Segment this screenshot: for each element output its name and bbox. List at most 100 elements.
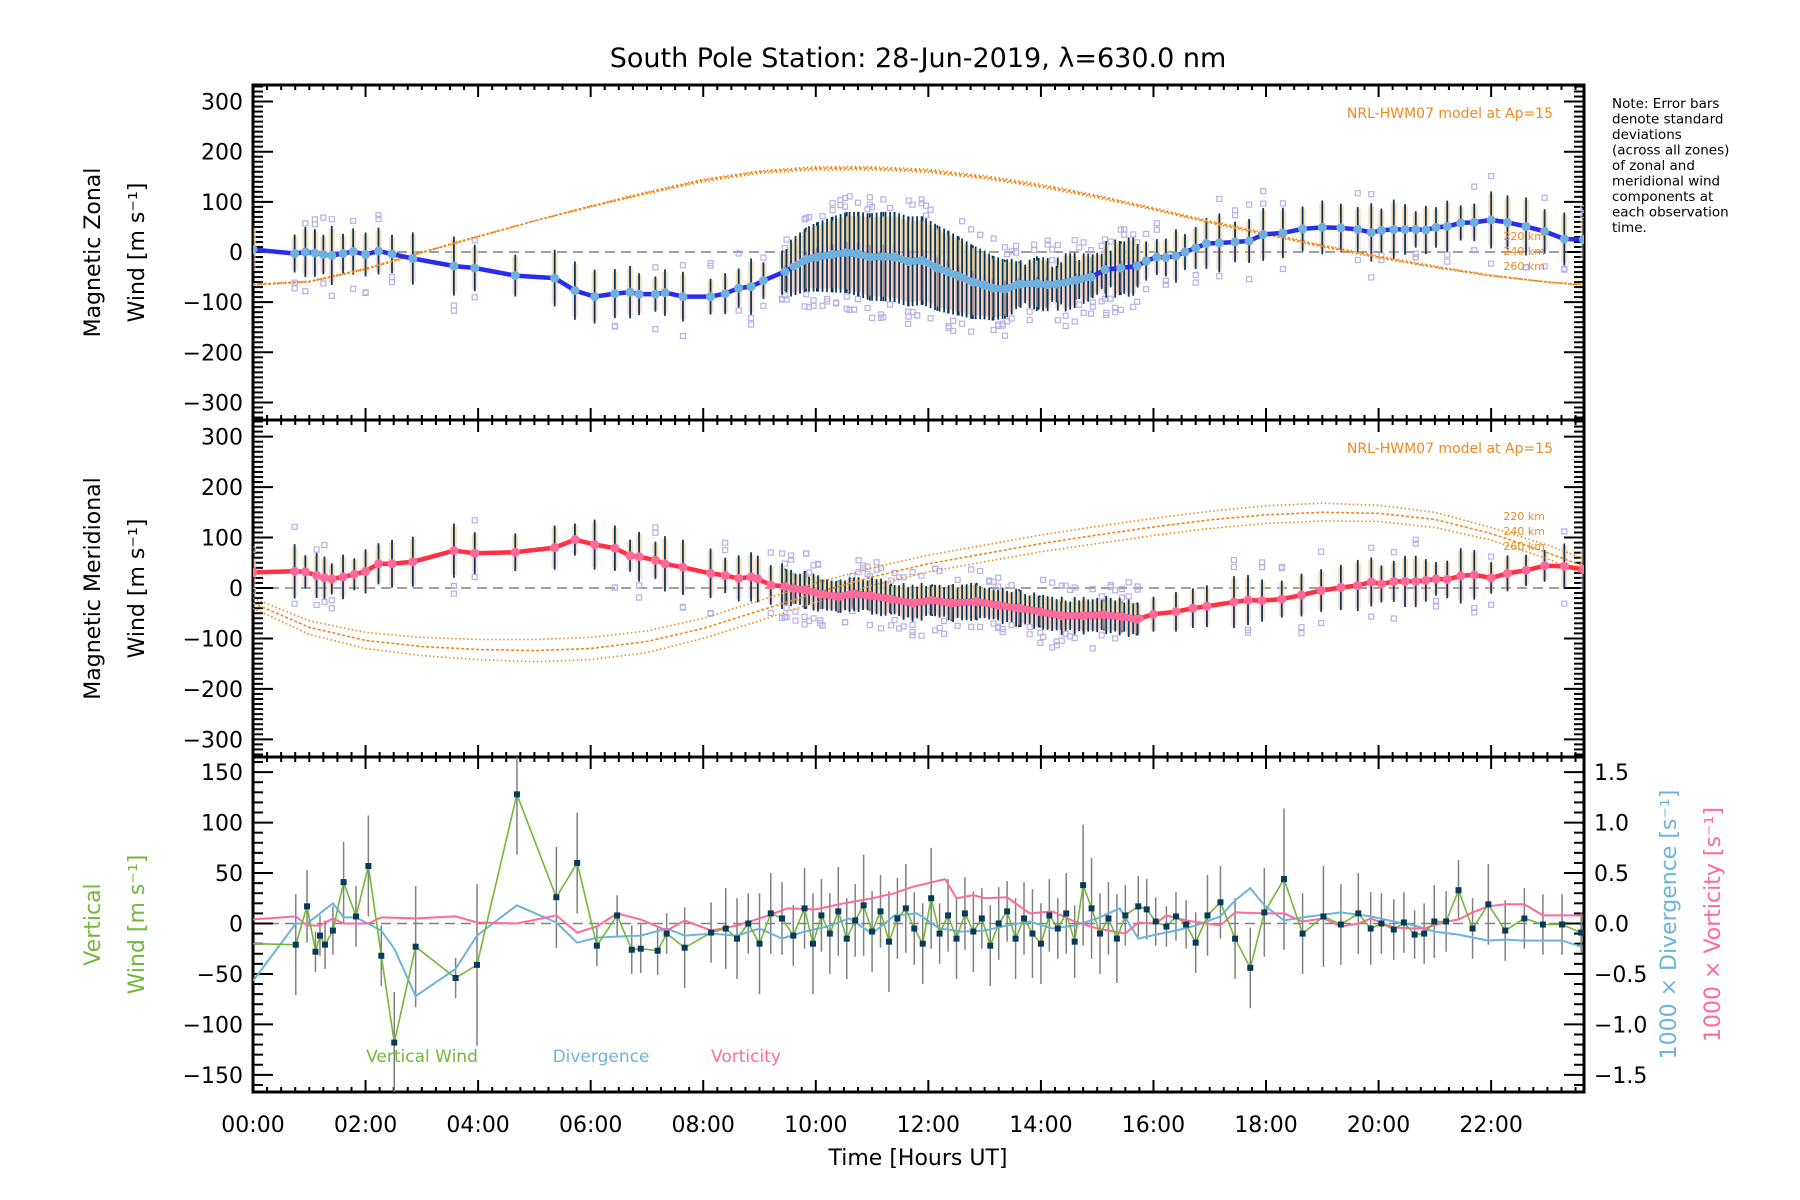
vertical-wind-point — [1029, 930, 1036, 937]
zone-value-marker — [1412, 536, 1419, 543]
zone-value-marker — [1058, 582, 1065, 589]
zone-value-marker — [941, 617, 948, 625]
y-tick-label: 0 — [229, 577, 243, 602]
zone-value-marker — [854, 296, 862, 303]
zone-value-marker — [1432, 603, 1440, 610]
zone-value-marker — [320, 214, 327, 221]
vertical-wind-point — [1037, 940, 1044, 947]
zone-value-marker — [1298, 630, 1305, 637]
mean-wind-point — [1336, 582, 1346, 592]
mean-wind-point — [1389, 224, 1399, 234]
zone-value-marker — [1117, 306, 1124, 313]
model-curve-220km — [253, 165, 1582, 286]
vertical-wind-point — [801, 905, 808, 912]
zone-value-marker — [909, 632, 916, 639]
zone-value-marker — [652, 326, 659, 333]
y-tick-label: 200 — [201, 476, 243, 501]
mean-wind-point — [1376, 579, 1386, 589]
vertical-wind-point — [936, 930, 943, 937]
x-tick-label: 04:00 — [446, 1113, 509, 1138]
zone-value-marker — [1368, 191, 1375, 198]
zone-value-marker — [959, 320, 966, 327]
y-tick-label: 200 — [201, 141, 243, 166]
mean-wind-point — [678, 292, 688, 302]
mean-wind-point — [625, 551, 635, 561]
x-tick-label: 06:00 — [559, 1113, 622, 1138]
zone-value-marker — [1412, 540, 1419, 547]
zone-value-marker — [855, 568, 862, 576]
zone-value-marker — [1054, 241, 1061, 249]
zone-value-marker — [990, 326, 997, 334]
zone-value-marker — [1162, 281, 1169, 288]
vertical-wind-point — [1080, 882, 1087, 889]
zone-value-marker — [1008, 315, 1015, 322]
mean-wind-point — [1389, 576, 1399, 586]
vertical-wind-point — [663, 930, 670, 937]
vertical-wind-point — [953, 935, 960, 942]
mean-wind-point — [318, 250, 328, 260]
vertical-wind-point — [911, 925, 918, 932]
zone-value-marker — [1026, 316, 1033, 324]
mean-wind-point — [408, 254, 418, 264]
mean-wind-point — [1456, 218, 1466, 228]
vorticity-line — [253, 877, 1582, 935]
vertical-wind-point — [1320, 913, 1327, 920]
vertical-wind-point — [1455, 887, 1462, 894]
zone-value-marker — [877, 314, 885, 321]
zone-value-marker — [936, 624, 943, 632]
mean-wind-point — [1316, 586, 1326, 596]
mean-wind-point — [1502, 568, 1512, 578]
zone-value-marker — [1260, 200, 1267, 207]
vertical-wind-point — [292, 941, 299, 948]
zone-value-marker — [320, 280, 327, 287]
zone-value-marker — [803, 550, 810, 557]
note-line: of zonal and — [1612, 158, 1695, 174]
zone-value-marker — [328, 216, 335, 223]
zone-value-marker — [950, 327, 957, 335]
mean-wind-point — [678, 562, 688, 572]
zone-value-marker — [611, 323, 618, 330]
zone-value-marker — [909, 569, 916, 576]
zone-value-marker — [1118, 585, 1126, 593]
zone-value-marker — [328, 597, 335, 604]
zone-value-marker — [1471, 247, 1478, 254]
y2-tick-label: −0.5 — [1594, 963, 1647, 988]
mean-wind-point — [290, 249, 300, 259]
mean-wind-point — [1180, 247, 1190, 257]
mean-wind-point — [1243, 595, 1253, 605]
vertical-wind-point — [1421, 930, 1428, 937]
vertical-wind-point — [654, 947, 661, 954]
mean-wind-point — [470, 263, 480, 273]
vertical-wind-point — [745, 920, 752, 927]
vertical-wind-point — [869, 928, 876, 935]
zone-value-marker — [855, 557, 862, 564]
mean-wind-point — [374, 559, 384, 569]
vertical-wind-point — [894, 915, 901, 922]
vertical-wind-point — [722, 925, 729, 932]
zone-value-marker — [760, 254, 767, 261]
zone-value-marker — [1080, 239, 1087, 246]
y-tick-label: −150 — [183, 1064, 243, 1089]
vertical-wind-point — [304, 903, 311, 910]
zone-value-marker — [849, 572, 856, 580]
zone-value-marker — [841, 619, 849, 626]
vertical-wind-point — [1021, 915, 1028, 922]
mean-wind-point — [319, 573, 329, 583]
vertical-wind-point — [1063, 910, 1070, 917]
vertical-wind-point — [835, 908, 842, 915]
mean-wind-point — [1353, 224, 1363, 234]
model-altitude-label: 220 km — [1503, 230, 1545, 243]
zone-value-marker — [302, 220, 309, 227]
y2-tick-label: 1.0 — [1594, 812, 1629, 837]
vertical-wind-point — [1046, 912, 1053, 919]
vertical-wind-point — [1431, 918, 1438, 925]
vertical-wind-point — [322, 941, 329, 948]
vertical-wind-point — [885, 938, 892, 945]
vertical-wind-point — [790, 932, 797, 939]
zone-value-marker — [450, 302, 458, 309]
zone-value-marker — [767, 609, 774, 617]
vertical-wind-point — [1152, 918, 1159, 925]
zone-value-marker — [1118, 594, 1126, 601]
zone-value-marker — [735, 250, 742, 257]
mean-wind-point — [650, 289, 660, 299]
